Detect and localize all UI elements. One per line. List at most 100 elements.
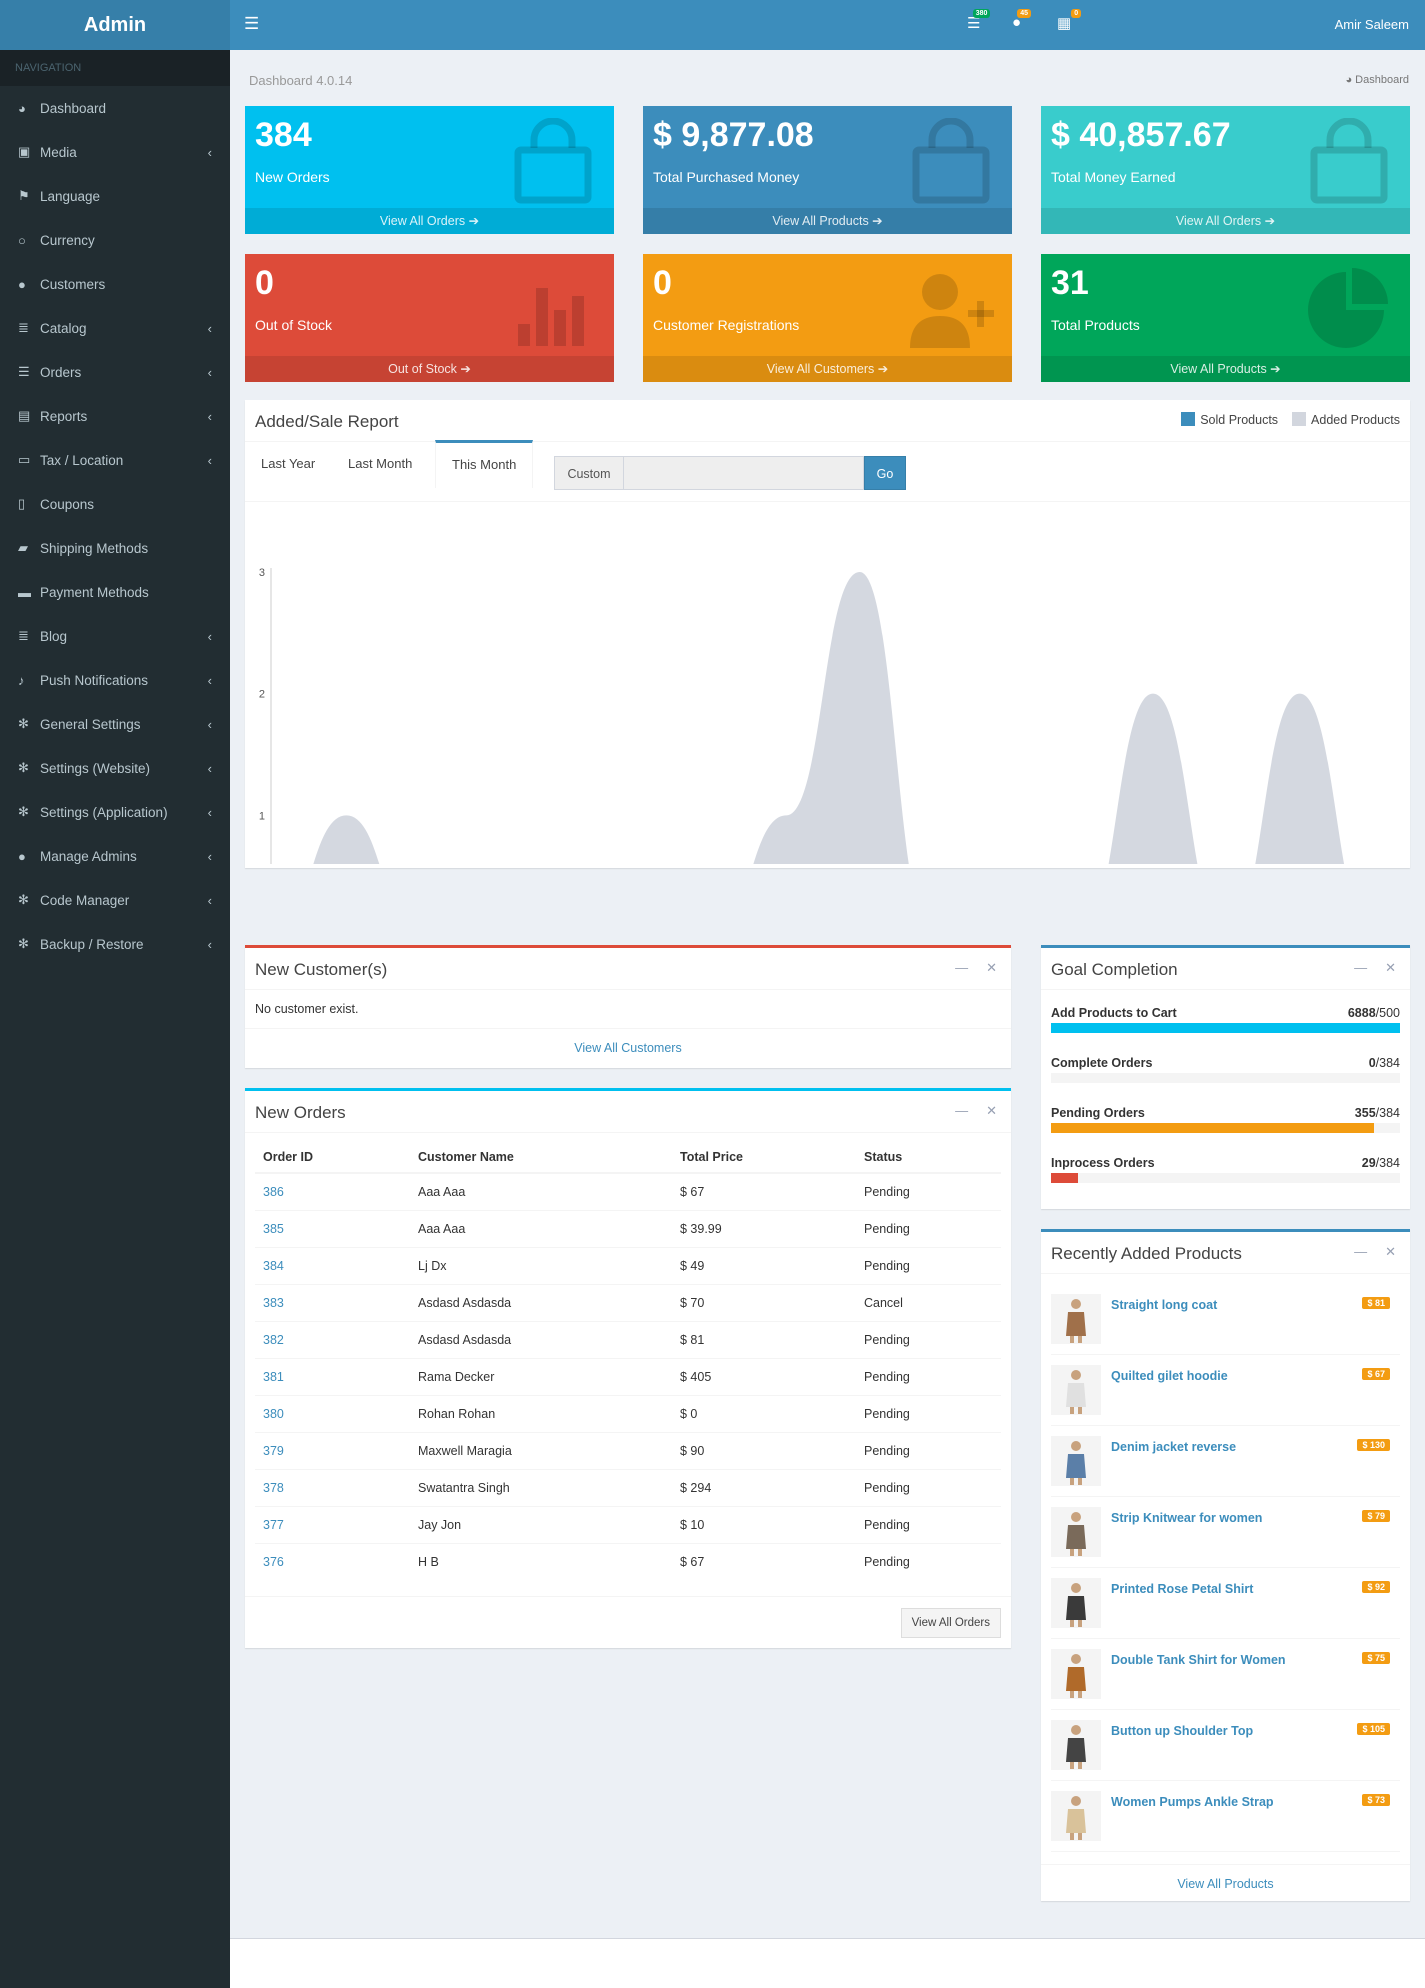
sidebar-item-payment-methods[interactable]: ▬ Payment Methods: [0, 570, 230, 614]
sidebar-item-media[interactable]: ▣ Media ‹: [0, 130, 230, 174]
product-thumbnail[interactable]: [1051, 1507, 1101, 1557]
product-name-link[interactable]: Denim jacket reverse: [1111, 1440, 1237, 1454]
logo[interactable]: Admin: [0, 0, 230, 50]
sidebar-item-catalog[interactable]: ≣ Catalog ‹: [0, 306, 230, 350]
users-icon[interactable]: ● 45: [1012, 9, 1032, 31]
product-item[interactable]: Denim jacket reverse $ 130: [1051, 1426, 1400, 1497]
table-cell: $ 49: [672, 1246, 856, 1284]
view-all-orders-button[interactable]: View All Orders: [900, 1608, 1001, 1638]
close-icon[interactable]: ✕: [986, 1103, 997, 1118]
product-item[interactable]: Women Pumps Ankle Strap $ 73: [1051, 1781, 1400, 1852]
order-id-link[interactable]: 385: [255, 1209, 410, 1247]
order-id-link[interactable]: 377: [255, 1505, 410, 1543]
stat-link-label: View All Orders: [1175, 214, 1262, 228]
product-name-link[interactable]: Strip Knitwear for women: [1111, 1511, 1263, 1525]
stat-footer-link[interactable]: View All Products ➔: [1041, 356, 1410, 382]
product-name-link[interactable]: Straight long coat: [1111, 1298, 1218, 1312]
sidebar-item-tax-location[interactable]: ▭ Tax / Location ‹: [0, 438, 230, 482]
legend-swatch: [1292, 412, 1307, 426]
minus-icon[interactable]: —: [1354, 1244, 1368, 1259]
table-row: 384 Lj Dx $ 49 Pending: [255, 1246, 1001, 1284]
view-all-customers-link[interactable]: View All Customers: [574, 1041, 682, 1055]
sidebar-item-language[interactable]: ⚑ Language: [0, 174, 230, 218]
database-icon: ≣: [18, 628, 29, 643]
sidebar-item-orders[interactable]: ☰ Orders ‹: [0, 350, 230, 394]
sidebar-item-currency[interactable]: ○ Currency: [0, 218, 230, 262]
tab-this-month[interactable]: This Month: [435, 440, 534, 488]
product-name-link[interactable]: Double Tank Shirt for Women: [1111, 1653, 1286, 1667]
product-item[interactable]: Button up Shoulder Top $ 105: [1051, 1710, 1400, 1781]
product-thumbnail[interactable]: [1051, 1649, 1101, 1699]
sidebar-item-backup-restore[interactable]: ✻ Backup / Restore ‹: [0, 922, 230, 966]
product-thumbnail[interactable]: [1051, 1578, 1101, 1628]
stat-footer-link[interactable]: Out of Stock ➔: [245, 356, 614, 382]
order-id-link[interactable]: 379: [255, 1431, 410, 1469]
order-id-link[interactable]: 383: [255, 1283, 410, 1321]
sidebar-item-settings-application[interactable]: ✻ Settings (Application) ‹: [0, 790, 230, 834]
order-id-link[interactable]: 380: [255, 1394, 410, 1432]
stat-footer-link[interactable]: View All Products ➔: [643, 208, 1012, 234]
product-thumbnail[interactable]: [1051, 1294, 1101, 1344]
price-badge: $ 92: [1362, 1581, 1390, 1593]
close-icon[interactable]: ✕: [1385, 1244, 1396, 1259]
list-icon[interactable]: ☰ 380: [967, 9, 991, 32]
product-item[interactable]: Double Tank Shirt for Women $ 75: [1051, 1639, 1400, 1710]
order-id-link[interactable]: 381: [255, 1357, 410, 1395]
sidebar-item-dashboard[interactable]: ◕ Dashboard: [0, 86, 230, 130]
product-name-link[interactable]: Button up Shoulder Top: [1111, 1724, 1254, 1738]
breadcrumb[interactable]: ◕ Dashboard: [1345, 74, 1409, 86]
price-badge: $ 73: [1362, 1794, 1390, 1806]
product-name-link[interactable]: Quilted gilet hoodie: [1111, 1369, 1228, 1383]
sidebar-item-code-manager[interactable]: ✻ Code Manager ‹: [0, 878, 230, 922]
view-all-products-link[interactable]: View All Products: [1177, 1877, 1274, 1891]
go-button[interactable]: Go: [864, 456, 906, 490]
sidebar-item-reports[interactable]: ▤ Reports ‹: [0, 394, 230, 438]
order-id-link[interactable]: 378: [255, 1468, 410, 1506]
sidebar-item-manage-admins[interactable]: ● Manage Admins ‹: [0, 834, 230, 878]
sidebar-item-settings-website[interactable]: ✻ Settings (Website) ‹: [0, 746, 230, 790]
hamburger-icon[interactable]: ☰: [244, 14, 260, 33]
stat-footer-link[interactable]: View All Orders ➔: [1041, 208, 1410, 234]
product-name-link[interactable]: Printed Rose Petal Shirt: [1111, 1582, 1254, 1596]
close-icon[interactable]: ✕: [1385, 960, 1396, 975]
order-id-link[interactable]: 384: [255, 1246, 410, 1284]
column-header[interactable]: Status: [856, 1141, 1001, 1174]
sidebar-item-coupons[interactable]: ▯ Coupons: [0, 482, 230, 526]
minus-icon[interactable]: —: [955, 960, 969, 975]
product-item[interactable]: Straight long coat $ 81: [1051, 1284, 1400, 1355]
product-thumbnail[interactable]: [1051, 1720, 1101, 1770]
sidebar-item-general-settings[interactable]: ✻ General Settings ‹: [0, 702, 230, 746]
user-name[interactable]: Amir Saleem: [1334, 17, 1409, 32]
product-thumbnail[interactable]: [1051, 1791, 1101, 1841]
arrow-circle-right-icon: ➔: [465, 214, 480, 228]
date-range-input[interactable]: [624, 456, 864, 490]
product-thumbnail[interactable]: [1051, 1365, 1101, 1415]
order-id-link[interactable]: 386: [255, 1172, 410, 1210]
sidebar-item-blog[interactable]: ≣ Blog ‹: [0, 614, 230, 658]
tab-last-year[interactable]: Last Year: [261, 456, 316, 471]
sidebar-item-push-notifications[interactable]: ♪ Push Notifications ‹: [0, 658, 230, 702]
chevron-left-icon: ‹: [207, 628, 212, 644]
column-header[interactable]: Order ID: [255, 1141, 410, 1174]
minus-icon[interactable]: —: [955, 1103, 969, 1118]
minus-icon[interactable]: —: [1354, 960, 1368, 975]
table-cell: Maxwell Maragia: [410, 1431, 672, 1469]
recent-products-header: Recently Added Products — ✕: [1041, 1232, 1410, 1274]
product-item[interactable]: Quilted gilet hoodie $ 67: [1051, 1355, 1400, 1426]
sidebar-item-shipping-methods[interactable]: ▰ Shipping Methods: [0, 526, 230, 570]
stat-footer-link[interactable]: View All Customers ➔: [643, 356, 1012, 382]
product-thumbnail[interactable]: [1051, 1436, 1101, 1486]
order-id-link[interactable]: 382: [255, 1320, 410, 1358]
stat-footer-link[interactable]: View All Orders ➔: [245, 208, 614, 234]
nav-header: NAVIGATION: [0, 50, 230, 86]
close-icon[interactable]: ✕: [986, 960, 997, 975]
column-header[interactable]: Total Price: [672, 1141, 856, 1174]
product-item[interactable]: Strip Knitwear for women $ 79: [1051, 1497, 1400, 1568]
grid-icon[interactable]: ▦ 0: [1057, 9, 1082, 32]
product-item[interactable]: Printed Rose Petal Shirt $ 92: [1051, 1568, 1400, 1639]
sidebar-item-customers[interactable]: ● Customers: [0, 262, 230, 306]
tab-last-month[interactable]: Last Month: [348, 456, 413, 471]
column-header[interactable]: Customer Name: [410, 1141, 672, 1174]
product-name-link[interactable]: Women Pumps Ankle Strap: [1111, 1795, 1274, 1809]
order-id-link[interactable]: 376: [255, 1542, 410, 1580]
